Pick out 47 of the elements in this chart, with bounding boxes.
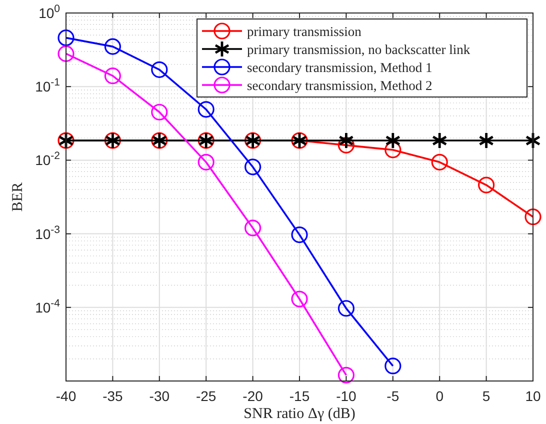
point — [432, 132, 448, 150]
point — [524, 208, 542, 226]
point — [478, 132, 494, 150]
x-tick-label: 10 — [525, 388, 541, 404]
point — [291, 226, 308, 244]
point — [384, 142, 402, 158]
point — [58, 30, 74, 46]
point — [338, 132, 354, 150]
x-tick-label: -40 — [56, 388, 76, 404]
y-tick-label: 10$^{-1}$ — [35, 76, 60, 95]
point — [104, 38, 121, 55]
point — [151, 104, 168, 120]
point — [338, 300, 354, 317]
point — [198, 154, 214, 170]
point — [478, 176, 495, 194]
point — [431, 154, 448, 170]
x-axis-title: SNR ratio Δγ (dB) — [244, 406, 356, 422]
x-tick-label: -5 — [386, 388, 400, 404]
x-tick-label: -35 — [102, 388, 124, 404]
y-tick-label: 10$^{-4}$ — [35, 297, 60, 316]
legend-label: secondary transmission, Method 2 — [247, 78, 432, 93]
point — [338, 136, 354, 154]
x-tick-label: 5 — [482, 388, 490, 404]
point — [338, 366, 354, 384]
x-tick-label: -30 — [149, 388, 170, 404]
point — [198, 101, 214, 118]
x-tick-label: 0 — [436, 388, 444, 404]
y-axis-title: BER — [10, 182, 26, 212]
point — [244, 158, 262, 176]
point — [58, 45, 74, 62]
point — [384, 358, 402, 374]
point — [244, 220, 262, 236]
point — [385, 132, 401, 150]
y-tick-label: 10$^{-2}$ — [35, 150, 60, 168]
y-tick-label: 10$^{-3}$ — [35, 224, 60, 242]
point — [525, 132, 541, 150]
x-tick-label: -15 — [289, 388, 310, 404]
x-tick-label: -25 — [196, 388, 216, 404]
legend-label: secondary transmission, Method 1 — [247, 60, 432, 75]
x-tick-label: -10 — [336, 388, 357, 404]
x-tick-label: -20 — [242, 388, 264, 404]
point — [151, 61, 168, 78]
y-tick-label: 10$^{0}$ — [38, 3, 60, 21]
point — [104, 68, 121, 84]
legend-label: primary transmission — [247, 24, 362, 39]
point — [291, 290, 308, 308]
legend-label: primary transmission, no backscatter link — [247, 42, 470, 57]
